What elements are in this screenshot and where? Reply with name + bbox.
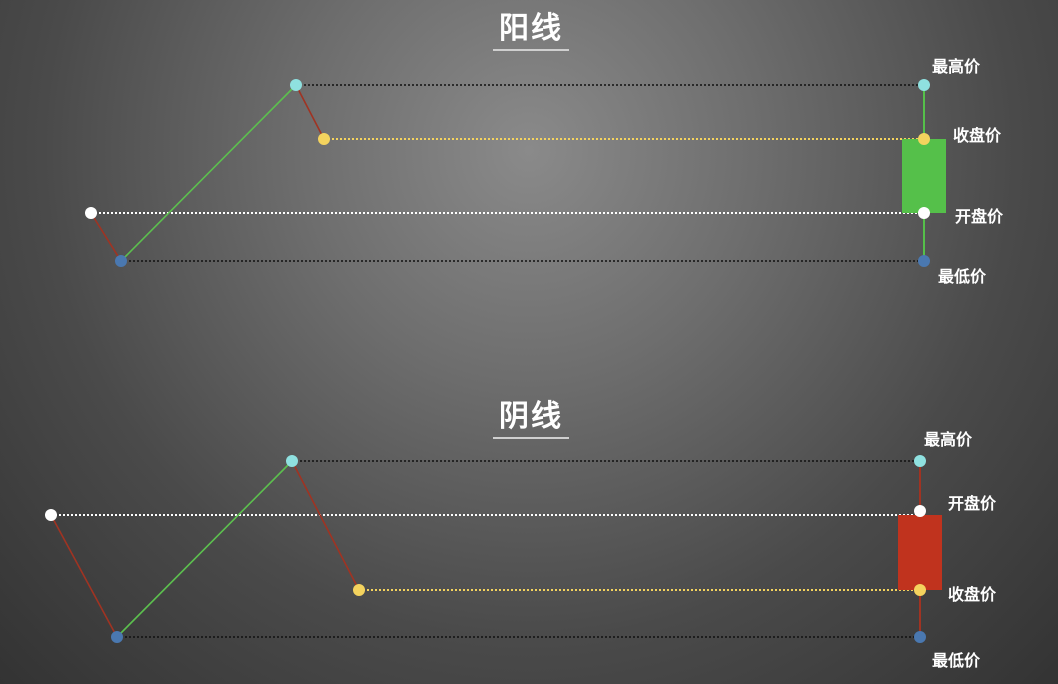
yang-low-point bbox=[115, 255, 127, 267]
yin-high-label: 最高价 bbox=[924, 430, 973, 449]
yin-path-segment-low-high bbox=[116, 460, 293, 638]
yang-title: 阳线 bbox=[493, 12, 569, 51]
yin-section bbox=[45, 455, 942, 643]
yin-candle-body bbox=[898, 515, 942, 590]
yang-high-point bbox=[290, 79, 302, 91]
yin-path-segment-high-close bbox=[291, 460, 360, 591]
yin-close-label: 收盘价 bbox=[948, 585, 997, 604]
yang-candle-open-point bbox=[918, 207, 930, 219]
yang-candle-body bbox=[902, 139, 946, 213]
yin-candle-high-point bbox=[914, 455, 926, 467]
yang-path-segment-high-close bbox=[295, 84, 325, 140]
yin-close-point bbox=[353, 584, 365, 596]
yang-close-point bbox=[318, 133, 330, 145]
yang-open-point bbox=[85, 207, 97, 219]
yang-close-label: 收盘价 bbox=[953, 126, 1002, 145]
yang-candle-close-point bbox=[918, 133, 930, 145]
yin-open-point bbox=[45, 509, 57, 521]
yang-candle-low-point bbox=[918, 255, 930, 267]
yin-low-label: 最低价 bbox=[932, 651, 981, 670]
yin-low-point bbox=[111, 631, 123, 643]
yang-high-label: 最高价 bbox=[932, 57, 981, 76]
yin-open-label: 开盘价 bbox=[948, 494, 997, 513]
yin-candle-low-point bbox=[914, 631, 926, 643]
yin-title: 阴线 bbox=[493, 400, 569, 439]
yin-high-point bbox=[286, 455, 298, 467]
yang-candle-high-point bbox=[918, 79, 930, 91]
yin-candle-open-point bbox=[914, 505, 926, 517]
yin-candle-close-point bbox=[914, 584, 926, 596]
yang-low-label: 最低价 bbox=[938, 267, 987, 286]
yang-path-segment-low-high bbox=[120, 84, 297, 262]
yang-open-label: 开盘价 bbox=[955, 207, 1004, 226]
yang-path-segment-open-low bbox=[90, 212, 122, 262]
yin-path-segment-open-low bbox=[50, 514, 118, 638]
yang-section bbox=[85, 79, 946, 267]
